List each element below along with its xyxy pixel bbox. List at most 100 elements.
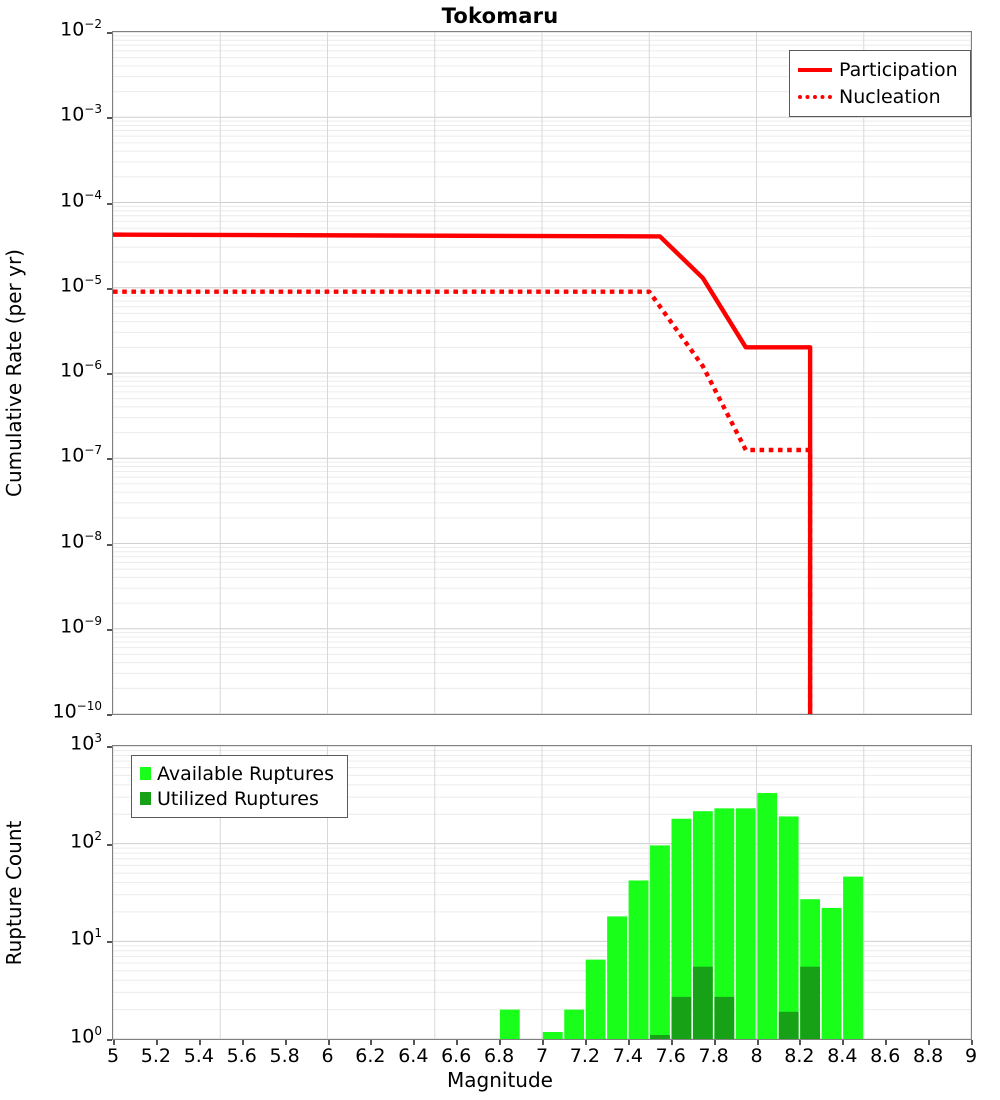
legend-item-utilized-ruptures[interactable]: Utilized Ruptures xyxy=(140,786,338,811)
cumulative-rate-plot xyxy=(112,31,972,715)
x-tick-label: 7.4 xyxy=(612,1045,643,1067)
y-tick-label: 103 xyxy=(70,731,102,755)
y-tick-mark xyxy=(107,1039,112,1041)
available-bar xyxy=(714,808,735,1039)
top-y-axis-label: Cumulative Rate (per yr) xyxy=(2,249,26,497)
curve-nucleation xyxy=(113,289,813,714)
available-color-icon xyxy=(140,767,151,780)
available-bar xyxy=(843,876,863,1039)
x-tick-mark xyxy=(799,1040,802,1045)
x-tick-mark xyxy=(842,1040,845,1045)
curve-participation xyxy=(113,232,813,714)
y-tick-label: 10−7 xyxy=(60,443,102,467)
y-tick-mark xyxy=(107,287,112,290)
available-bar xyxy=(778,816,799,1039)
available-bar xyxy=(542,1032,563,1039)
legend-item-available-ruptures[interactable]: Available Ruptures xyxy=(140,761,338,786)
utilized-bar xyxy=(650,1034,670,1039)
x-tick-label: 6.4 xyxy=(398,1045,429,1067)
x-tick-label: 7.6 xyxy=(655,1045,686,1067)
bottom-y-axis-label: Rupture Count xyxy=(2,820,26,965)
x-axis-label: Magnitude xyxy=(447,1068,553,1092)
page-title: Tokomaru xyxy=(441,4,559,28)
x-tick-label: 8.8 xyxy=(912,1045,944,1067)
y-tick-label: 10−5 xyxy=(60,272,102,297)
rupture-bars xyxy=(499,793,863,1039)
y-tick-label: 10−8 xyxy=(60,528,102,552)
y-tick-label: 100 xyxy=(70,1024,102,1048)
x-tick-label: 7 xyxy=(535,1045,549,1067)
bottom-legend: Available Ruptures Utilized Ruptures xyxy=(131,755,348,818)
x-tick-mark xyxy=(928,1040,931,1045)
legend-label-nucleation: Nucleation xyxy=(839,85,941,108)
utilized-bar xyxy=(692,966,713,1039)
solid-line-icon xyxy=(798,67,832,72)
dotted-line-icon xyxy=(798,94,832,99)
x-tick-mark xyxy=(155,1040,158,1045)
y-tick-mark xyxy=(107,941,112,944)
utilized-bar xyxy=(778,1011,799,1039)
available-bar xyxy=(585,959,606,1039)
utilized-bar xyxy=(714,996,735,1039)
x-tick-label: 7.2 xyxy=(569,1045,600,1067)
x-tick-mark xyxy=(584,1040,587,1045)
available-bar xyxy=(650,845,670,1039)
y-tick-label: 102 xyxy=(70,828,102,852)
available-bar xyxy=(821,907,842,1039)
x-tick-label: 8.2 xyxy=(784,1045,815,1067)
x-tick-mark xyxy=(370,1040,373,1045)
y-tick-label: 10−6 xyxy=(60,358,102,382)
legend-item-participation[interactable]: Participation xyxy=(798,56,961,83)
y-tick-label: 10−4 xyxy=(60,187,102,211)
x-tick-label: 8.4 xyxy=(827,1045,858,1067)
top-gridlines xyxy=(113,32,971,714)
available-bar xyxy=(735,808,756,1039)
x-tick-mark xyxy=(284,1040,287,1045)
x-tick-label: 7.8 xyxy=(698,1045,729,1067)
y-tick-mark xyxy=(107,202,112,205)
x-tick-mark xyxy=(670,1040,673,1045)
y-tick-mark xyxy=(107,746,112,748)
y-tick-label: 10−3 xyxy=(60,102,102,126)
y-tick-mark xyxy=(107,458,112,461)
available-bar xyxy=(628,880,649,1039)
available-bar xyxy=(607,916,627,1039)
y-tick-mark xyxy=(107,714,112,716)
y-tick-mark xyxy=(107,543,112,546)
x-tick-mark xyxy=(499,1040,502,1045)
x-tick-label: 6.6 xyxy=(441,1045,472,1067)
x-tick-label: 6.2 xyxy=(355,1045,386,1067)
y-tick-label: 10−9 xyxy=(60,613,102,638)
x-tick-label: 5 xyxy=(106,1045,120,1067)
y-tick-label: 101 xyxy=(70,926,102,950)
x-tick-mark xyxy=(327,1040,330,1045)
y-tick-mark xyxy=(107,117,112,120)
x-tick-label: 5.8 xyxy=(269,1045,300,1067)
x-tick-label: 8.6 xyxy=(870,1045,901,1067)
x-tick-mark xyxy=(413,1040,416,1045)
x-tick-mark xyxy=(713,1040,716,1045)
x-tick-label: 5.6 xyxy=(226,1045,257,1067)
available-bar xyxy=(499,1009,520,1039)
top-legend: Participation Nucleation xyxy=(789,50,971,117)
x-tick-mark xyxy=(971,1040,973,1045)
x-tick-label: 5.4 xyxy=(183,1045,214,1067)
rupture-count-plot xyxy=(112,745,972,1040)
legend-item-nucleation[interactable]: Nucleation xyxy=(798,83,961,110)
legend-label-participation: Participation xyxy=(839,58,958,81)
x-tick-mark xyxy=(756,1040,759,1045)
x-tick-mark xyxy=(456,1040,459,1045)
x-tick-mark xyxy=(241,1040,244,1045)
x-tick-mark xyxy=(113,1040,115,1045)
legend-label-utilized-ruptures: Utilized Ruptures xyxy=(157,787,319,810)
rate-curves xyxy=(113,232,813,714)
x-tick-mark xyxy=(198,1040,201,1045)
y-tick-mark xyxy=(107,843,112,846)
x-tick-label: 8 xyxy=(750,1045,763,1067)
x-tick-label: 9 xyxy=(964,1045,978,1067)
available-bar xyxy=(757,793,778,1039)
x-tick-label: 6.8 xyxy=(483,1045,515,1067)
x-tick-label: 6 xyxy=(321,1045,334,1067)
y-tick-label: 10−10 xyxy=(52,699,102,723)
